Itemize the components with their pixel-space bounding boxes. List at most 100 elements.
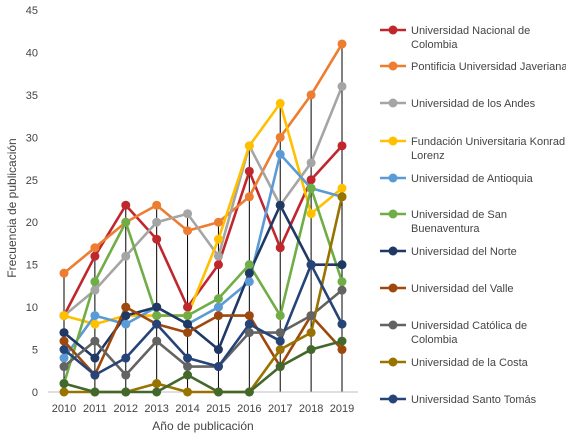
data-point: [337, 141, 347, 151]
legend-entry: Fundación Universitaria Konrad Lorenz: [411, 136, 565, 162]
data-point: [306, 90, 316, 100]
data-point: [121, 387, 131, 397]
data-point: [183, 319, 193, 329]
y-tick-label: 40: [26, 47, 38, 59]
data-point: [275, 311, 285, 321]
data-point: [306, 328, 316, 338]
legend-entry: Universidad de la Costa: [411, 357, 529, 369]
data-point: [275, 336, 285, 346]
data-point: [152, 234, 162, 244]
data-point: [183, 311, 193, 321]
y-tick-label: 35: [26, 90, 38, 102]
data-point: [337, 319, 347, 329]
x-tick-label: 2011: [83, 403, 107, 415]
data-point: [337, 39, 347, 49]
data-point: [213, 234, 223, 244]
data-point: [90, 243, 100, 253]
data-point: [90, 370, 100, 380]
data-point: [337, 345, 347, 355]
data-point: [90, 285, 100, 295]
data-point: [59, 328, 69, 338]
data-point: [337, 285, 347, 295]
data-point: [213, 345, 223, 355]
data-point: [275, 132, 285, 142]
y-tick-label: 45: [26, 5, 38, 17]
data-point: [213, 260, 223, 270]
data-point: [90, 387, 100, 397]
legend-entry: Pontificia Universidad Javeriana: [411, 61, 566, 73]
data-point: [59, 336, 69, 346]
data-point: [337, 192, 347, 202]
data-point: [306, 209, 316, 219]
data-point: [183, 302, 193, 312]
legend-entry: Universidad del Norte: [411, 246, 517, 258]
data-point: [90, 277, 100, 287]
data-point: [59, 379, 69, 389]
data-point: [213, 311, 223, 321]
series-line: [62, 144, 343, 317]
data-point: [244, 260, 254, 270]
x-tick-label: 2018: [299, 403, 323, 415]
x-tick-label: 2013: [144, 403, 168, 415]
data-point: [183, 328, 193, 338]
data-point: [59, 268, 69, 278]
data-point: [306, 183, 316, 193]
data-point: [244, 192, 254, 202]
x-tick-label: 2014: [175, 403, 199, 415]
series-lines: [62, 43, 344, 394]
data-point: [152, 200, 162, 210]
data-point: [244, 277, 254, 287]
data-point: [213, 362, 223, 372]
legend-swatch-marker: [388, 394, 398, 404]
data-point: [275, 200, 285, 210]
x-tick-label: 2012: [114, 403, 138, 415]
data-point: [152, 379, 162, 389]
data-point: [213, 217, 223, 227]
data-point: [121, 370, 131, 380]
x-axis-ticks: 2010 2011 2012 2013 2014 2015 2016 2017 2018 2019: [52, 403, 354, 415]
data-point: [337, 183, 347, 193]
legend-entry: Universidad Católica de Colombia: [411, 320, 527, 346]
data-point: [213, 302, 223, 312]
y-tick-label: 10: [26, 302, 38, 314]
data-point: [152, 302, 162, 312]
data-point: [183, 209, 193, 219]
legend-swatch-marker: [388, 209, 398, 219]
data-point: [244, 166, 254, 176]
y-tick-label: 0: [32, 387, 38, 399]
data-point: [275, 362, 285, 372]
data-point: [152, 387, 162, 397]
data-point: [306, 158, 316, 168]
data-point: [183, 370, 193, 380]
data-point: [183, 387, 193, 397]
legend-swatch-marker: [388, 98, 398, 108]
data-point: [90, 251, 100, 261]
legend-entry: Universidad Nacional de Colombia: [411, 25, 530, 51]
series-line: [63, 43, 344, 275]
legend-entry: Universidad de los Andes: [411, 98, 536, 110]
y-tick-label: 25: [26, 175, 38, 187]
data-point: [337, 277, 347, 287]
legend-entry: Universidad de Antioquia: [411, 173, 534, 185]
data-point: [121, 217, 131, 227]
x-axis-title: Año de publicación: [152, 419, 253, 433]
data-point: [121, 302, 131, 312]
data-point: [183, 226, 193, 236]
legend: Universidad Nacional de Colombia Pontifici…: [380, 25, 566, 406]
legend-swatch-marker: [388, 283, 398, 293]
legend-swatch-marker: [388, 61, 398, 71]
data-point: [59, 311, 69, 321]
data-point: [121, 251, 131, 261]
data-point: [152, 319, 162, 329]
series-line: [63, 339, 343, 394]
series-line: [62, 153, 343, 359]
data-point: [59, 362, 69, 372]
x-tick-label: 2016: [237, 403, 261, 415]
x-tick-label: 2015: [206, 403, 230, 415]
y-tick-label: 5: [32, 345, 38, 357]
series-line: [63, 289, 343, 377]
y-tick-label: 15: [26, 260, 38, 272]
data-point: [275, 98, 285, 108]
data-point: [121, 319, 131, 329]
